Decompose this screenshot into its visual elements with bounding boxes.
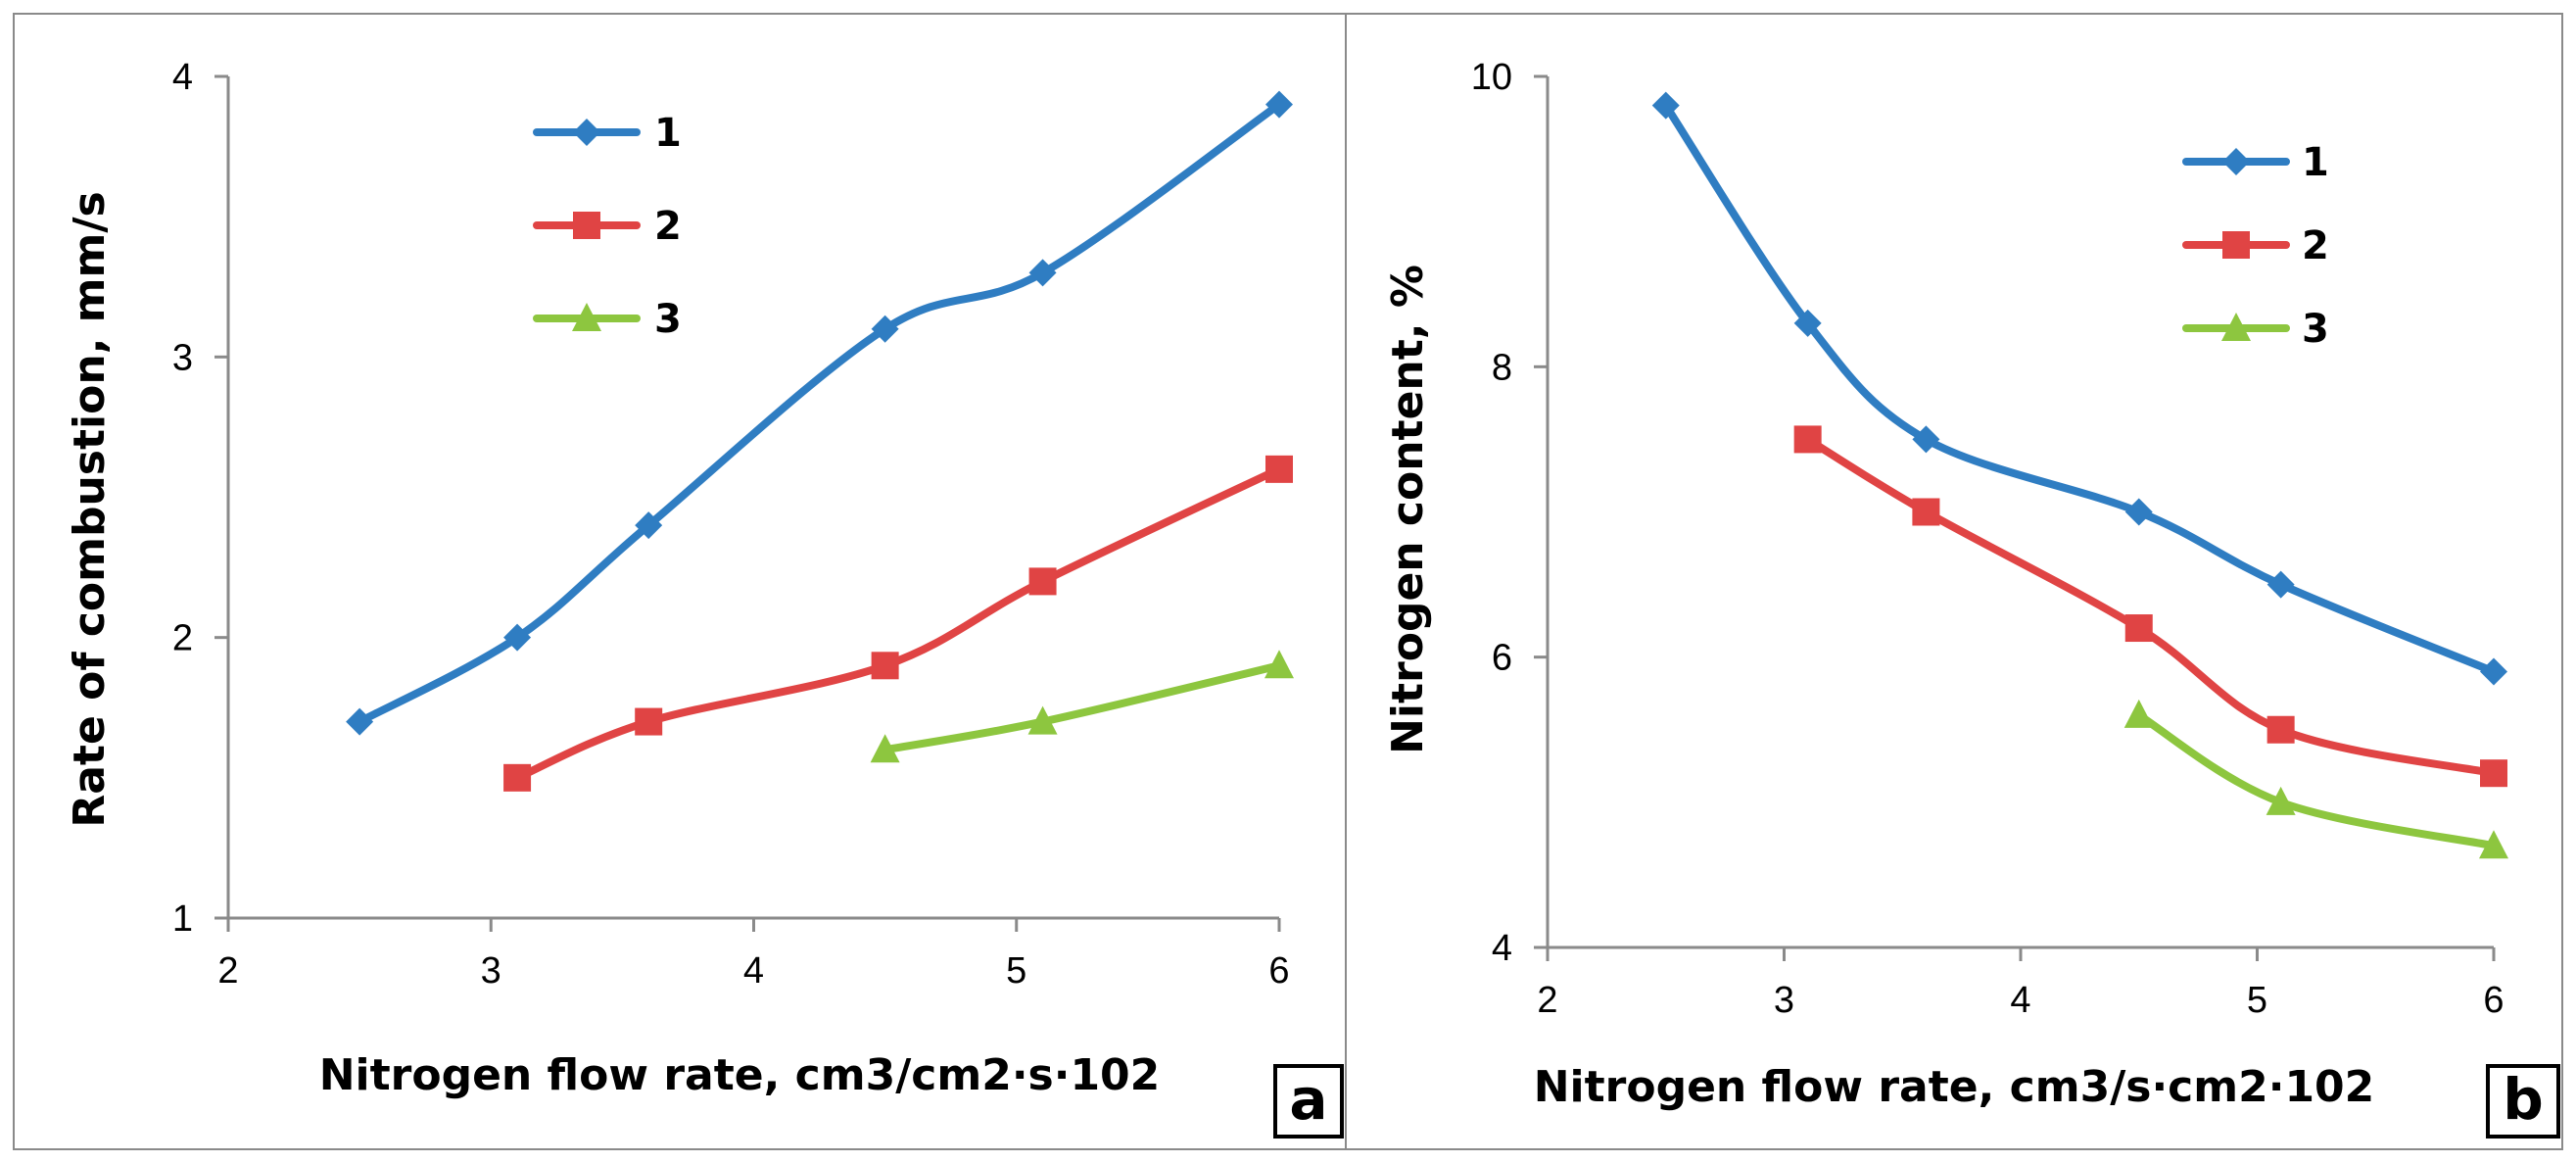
panel-b-x-tick-label: 2 (1537, 980, 1557, 1021)
panel-a-series-1-point (503, 623, 532, 652)
panel-b-series-1-point (1651, 91, 1680, 120)
panel-a-x-tick-label: 3 (481, 950, 501, 992)
panel-b-y-tick-label: 10 (1471, 57, 1512, 98)
panel-b-y-tick-label: 4 (1492, 928, 1512, 969)
panel-a-series-2-point (635, 707, 663, 736)
panel-b-series-3-point (2123, 699, 2154, 728)
panel-a-series-1-point (1028, 259, 1057, 287)
panel-a-series-1-point (346, 707, 374, 736)
panel-a-y-tick-label: 1 (172, 898, 193, 940)
panel-b-series-3-line (2134, 710, 2498, 850)
panel-a-legend-swatch-marker (573, 212, 600, 239)
panel-b-x-tick-label: 6 (2483, 980, 2504, 1021)
panel-b-legend-swatch-marker (2222, 231, 2250, 259)
panel-b-legend-label: 3 (2302, 307, 2329, 352)
panel-b-series-2-point (2124, 614, 2153, 643)
panel-b-legend-item-3: 3 (2182, 307, 2329, 352)
panel-a-legend-item-2: 2 (533, 204, 682, 249)
panel-b-series-1-point (2124, 498, 2153, 526)
panel-b-x-tick-label: 5 (2247, 980, 2267, 1021)
panel-a-series-1-point (871, 315, 899, 343)
panel-b-legend-label: 2 (2302, 223, 2329, 268)
panel-a-series-3-point (1027, 705, 1058, 735)
panel-b-series-3-point (2479, 830, 2508, 859)
panel-a-y-tick-label: 2 (172, 618, 193, 659)
panel-b-series-3 (2123, 699, 2508, 859)
panel-b-legend-label: 1 (2302, 140, 2329, 185)
panel-a-series-3-point (1264, 650, 1294, 679)
panel-b-series-2-point (1912, 498, 1940, 526)
panel-b-series-1-point (1793, 309, 1822, 337)
panel-b-series-2-point (2266, 715, 2295, 744)
panel-a-label: a (1289, 1066, 1327, 1133)
panel-b-series-layer (1651, 91, 2508, 859)
panel-b-series-2-point (1793, 425, 1822, 454)
panel-a-y-tick-label: 4 (172, 57, 193, 98)
panel-b-label-box (2486, 1064, 2560, 1139)
panel-a-series-1-point (635, 511, 663, 540)
panel-b-axes: 2 3 4 5 6 4 6 8 10 (1471, 57, 2504, 1021)
panel-b-series-2-point (2480, 759, 2507, 788)
panel-a-legend-item-3: 3 (533, 297, 682, 342)
panel-b-series-1-point (2266, 570, 2295, 599)
panel-a-legend-label: 3 (654, 297, 682, 342)
panel-a-legend-label: 2 (654, 204, 682, 249)
panel-b-series-3-point (2266, 786, 2296, 815)
panel-b-legend-item-2: 2 (2182, 223, 2329, 268)
panel-b-label: b (2503, 1066, 2544, 1133)
panel-a-x-axis-title: Nitrogen flow rate, cm3/cm2·s·102 (319, 1050, 1161, 1100)
figure-frame (13, 13, 2563, 1150)
panel-b-x-tick-label: 3 (1774, 980, 1794, 1021)
panel-b-y-tick-label: 8 (1492, 347, 1512, 388)
panel-a-legend-label: 1 (654, 111, 682, 156)
panel-a-series-2-line (513, 464, 1283, 782)
panel-b-x-tick-label: 4 (2010, 980, 2030, 1021)
panel-a-x-tick-label: 6 (1268, 950, 1289, 992)
panel-b-series-1 (1651, 91, 2507, 686)
panel-b-series-2 (1793, 425, 2507, 788)
panel-a-series-2-point (871, 652, 899, 680)
panel-a-legend-swatch-marker (572, 303, 601, 331)
panel-a-series-1-line (356, 100, 1283, 726)
panel-b-legend: 1 2 3 (2182, 140, 2329, 352)
panel-a-series-3-line (881, 661, 1283, 754)
panel-a-label-box (1273, 1064, 1344, 1139)
panel-a-series-2 (503, 455, 1293, 792)
panel-a-legend-item-1: 1 (533, 111, 682, 156)
panel-a-series-1-point (1265, 90, 1293, 119)
panel-a-x-tick-label: 4 (743, 950, 764, 992)
panel-b-y-tick-label: 6 (1492, 638, 1512, 679)
panel-a-x-tick-label: 2 (217, 950, 238, 992)
panel-a-series-1 (346, 90, 1293, 736)
panel-a-series-2-point (503, 763, 532, 792)
panel-a-legend: 1 2 3 (533, 111, 682, 342)
panel-a-series-3-point (870, 734, 900, 763)
panel-b-series-1-point (2480, 657, 2507, 686)
panel-b-series-1-line (1661, 101, 2498, 676)
panel-a-x-tick-label: 5 (1006, 950, 1026, 992)
panel-a-series-3 (870, 650, 1294, 763)
panel-b-y-axis-title: Nitrogen content, % (1383, 265, 1433, 754)
panel-b-legend-swatch-marker (2222, 148, 2250, 175)
panel-b-legend-item-1: 1 (2182, 140, 2329, 185)
panel-a-legend-swatch-marker (573, 119, 600, 146)
panel-b-x-axis-title: Nitrogen flow rate, cm3/s·cm2·102 (1534, 1062, 2375, 1112)
panel-a-series-2-point (1028, 567, 1057, 596)
panel-a-y-tick-label: 3 (172, 337, 193, 378)
panel-b-series-1-point (1912, 425, 1940, 454)
panel-b-legend-swatch-marker (2221, 313, 2251, 341)
panel-a-series-2-point (1265, 455, 1293, 483)
panel-a-series-layer (346, 90, 1294, 792)
panel-a-y-axis-title: Rate of combustion, mm/s (65, 191, 115, 827)
